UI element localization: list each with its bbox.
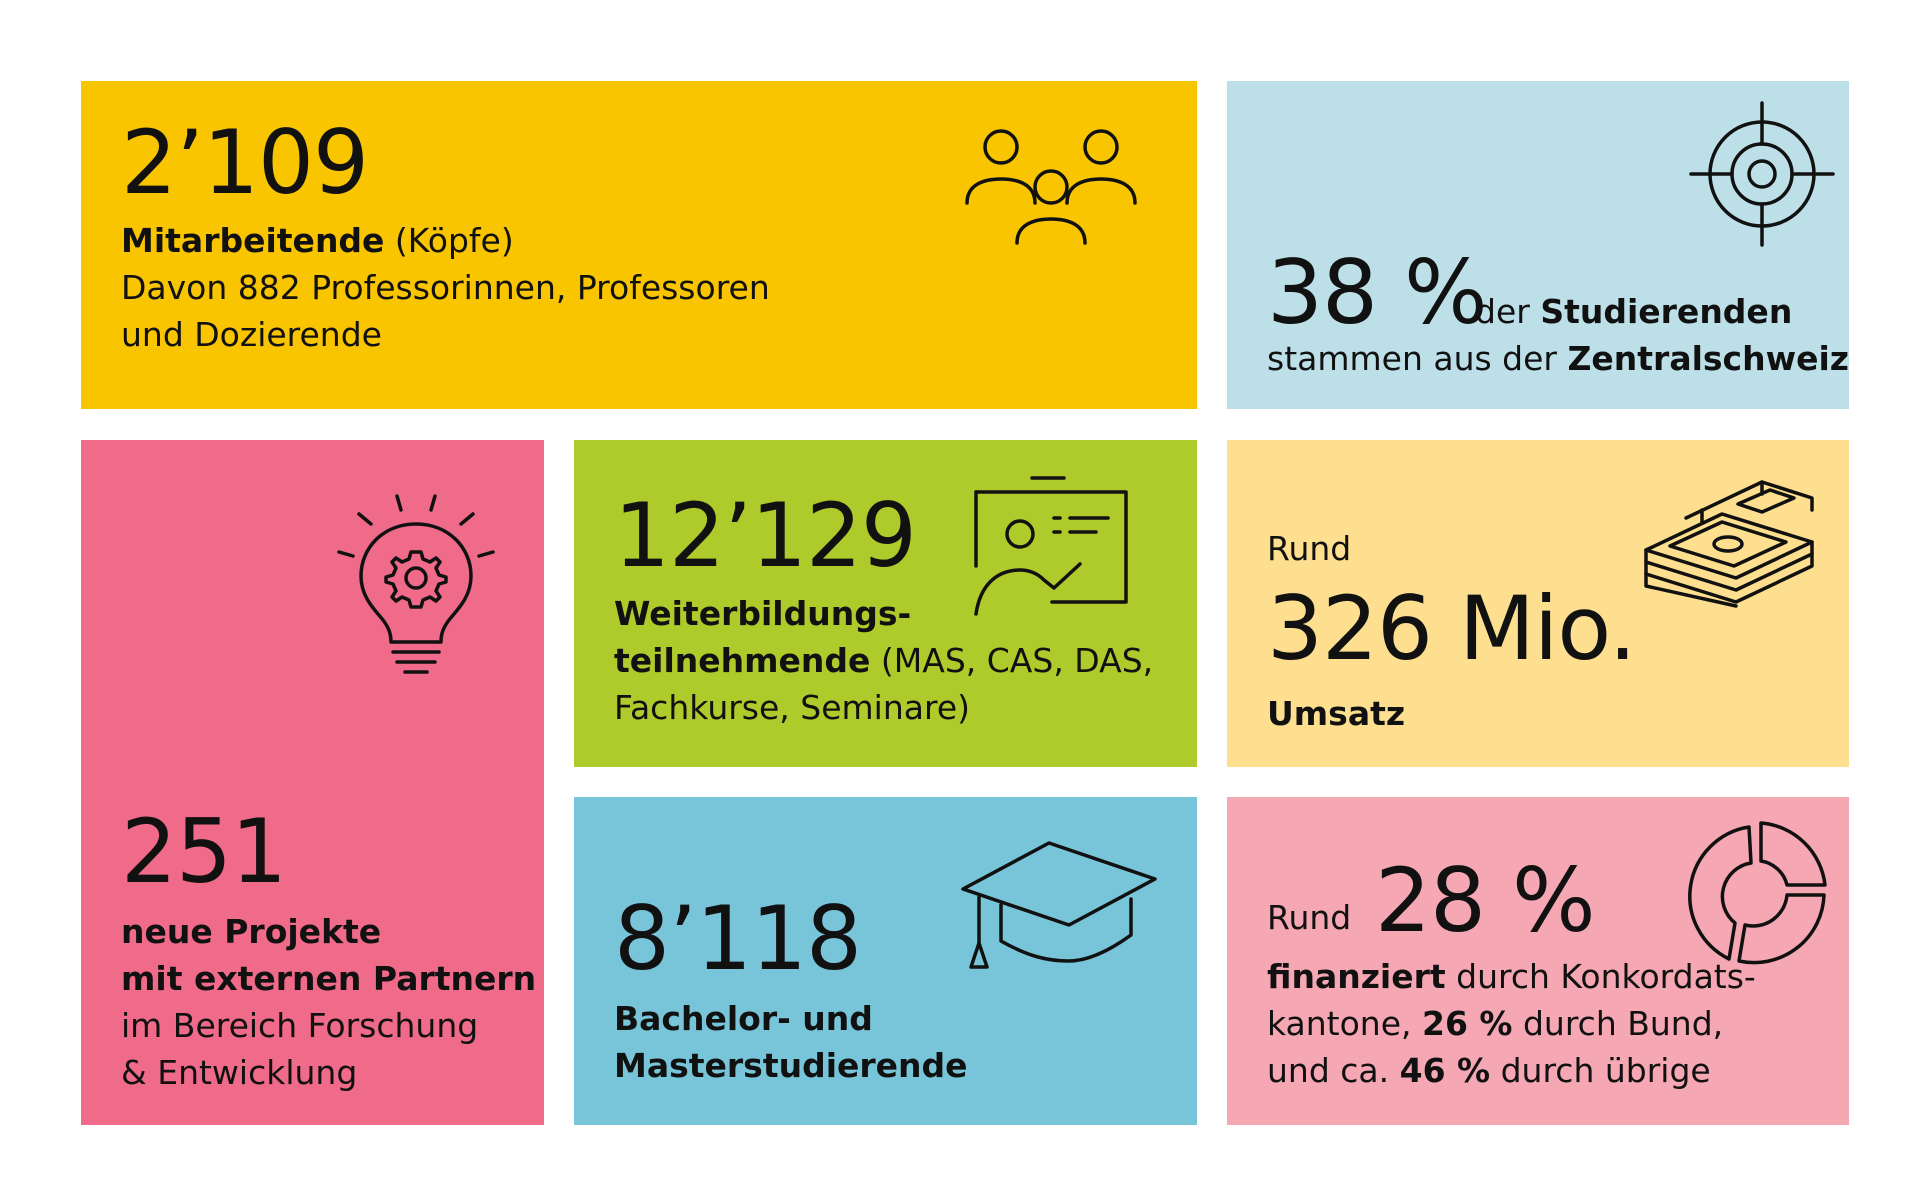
- training-label-1: Weiterbildungs-: [614, 594, 912, 633]
- graduation-cap-icon: [959, 819, 1159, 979]
- staff-description: Mitarbeitende (Köpfe) Davon 882 Professo…: [121, 217, 770, 358]
- donut-chart-icon: [1679, 819, 1829, 969]
- staff-number: 2’109: [121, 111, 369, 214]
- students-number: 8’118: [614, 887, 862, 990]
- projects-detail-1: im Bereich Forschung: [121, 1006, 479, 1045]
- students-description: Bachelor- und Masterstudierende: [614, 995, 968, 1089]
- tile-projects: 251 neue Projekte mit externen Partnern …: [81, 440, 544, 1125]
- projects-detail-2: & Entwicklung: [121, 1053, 358, 1092]
- training-detail: Fachkurse, Seminare): [614, 688, 971, 727]
- staff-label: Mitarbeitende: [121, 221, 385, 260]
- training-description: Weiterbildungs- teilnehmende (MAS, CAS, …: [614, 590, 1153, 731]
- money-stack-icon: [1642, 470, 1817, 610]
- staff-detail-2: und Dozierende: [121, 315, 382, 354]
- projects-number: 251: [121, 800, 287, 903]
- funding-number: 28 %: [1375, 849, 1596, 952]
- tile-revenue: Rund 326 Mio. Umsatz: [1227, 440, 1849, 767]
- projects-label-2: mit externen Partnern: [121, 959, 537, 998]
- revenue-prefix: Rund: [1267, 529, 1352, 568]
- projects-description: neue Projekte mit externen Partnern im B…: [121, 908, 536, 1096]
- training-number: 12’129: [614, 484, 917, 587]
- lightbulb-gear-icon: [331, 492, 501, 682]
- tile-origin: 38 % der Studierenden stammen aus der Ze…: [1227, 81, 1849, 409]
- origin-label-1: der Studierenden: [1475, 292, 1793, 331]
- origin-number: 38 %: [1267, 241, 1488, 344]
- target-icon: [1687, 99, 1837, 249]
- revenue-label: Umsatz: [1267, 694, 1406, 733]
- staff-detail-1: Davon 882 Professorinnen, Professoren: [121, 268, 770, 307]
- origin-label-2: stammen aus der Zentralschweiz: [1267, 339, 1849, 378]
- funding-prefix: Rund: [1267, 898, 1352, 937]
- revenue-number: 326 Mio.: [1267, 577, 1637, 680]
- funding-description: finanziert durch Konkordats- kantone, 26…: [1267, 957, 1756, 1090]
- students-label-1: Bachelor- und: [614, 999, 873, 1038]
- tile-staff: 2’109 Mitarbeitende (Köpfe) Davon 882 Pr…: [81, 81, 1197, 409]
- projects-label-1: neue Projekte: [121, 912, 382, 951]
- tile-funding: Rund 28 % finanziert durch Konkordats- k…: [1227, 797, 1849, 1125]
- tile-students: 8’118 Bachelor- und Masterstudierende: [574, 797, 1197, 1125]
- presentation-board-icon: [972, 474, 1132, 624]
- people-group-icon: [961, 121, 1151, 251]
- tile-training: 12’129 Weiterbildungs- teilnehmende (MAS…: [574, 440, 1197, 767]
- students-label-2: Masterstudierende: [614, 1046, 968, 1085]
- training-label-2: teilnehmende: [614, 641, 871, 680]
